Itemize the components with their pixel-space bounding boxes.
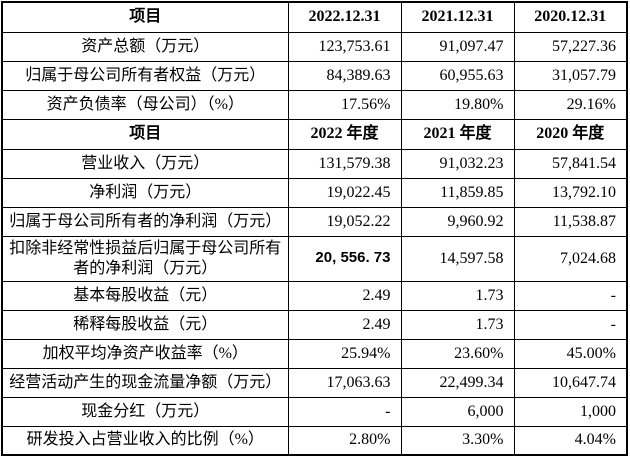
row-label: 资产总额（万元）	[1, 31, 289, 62]
value-cell: 22,499.34	[400, 367, 515, 398]
header-col-2020-12-31: 2020.12.31	[513, 1, 628, 33]
row-label: 净利润（万元）	[1, 177, 289, 208]
value-cell: 13,792.10	[513, 177, 628, 208]
header-col-2021-year: 2021 年度	[400, 118, 515, 150]
value-cell: 91,097.47	[400, 31, 515, 62]
value-cell: 25.94%	[287, 338, 402, 369]
header-col-2021-12-31: 2021.12.31	[400, 1, 515, 33]
value-cell: 6,000	[400, 396, 515, 427]
table-row-revenue: 营业收入（万元） 131,579.38 91,032.23 57,841.54	[1, 148, 628, 179]
value-cell: 57,227.36	[513, 31, 628, 62]
row-label: 经营活动产生的现金流量净额（万元）	[1, 367, 289, 398]
value-cell: 2.49	[287, 309, 402, 340]
value-cell: 45.00%	[513, 338, 628, 369]
value-cell: 1.73	[400, 309, 515, 340]
table-row-basic-eps: 基本每股收益（元） 2.49 1.73 -	[1, 280, 628, 311]
value-cell: -	[287, 396, 402, 427]
value-cell: 1.73	[400, 280, 515, 311]
value-cell: 60,955.63	[400, 60, 515, 91]
value-cell: 3.30%	[400, 425, 515, 456]
value-cell: -	[513, 280, 628, 311]
value-cell: 1,000	[513, 396, 628, 427]
value-cell: 11,538.87	[513, 206, 628, 237]
value-cell: 19,022.45	[287, 177, 402, 208]
table-row-total-assets: 资产总额（万元） 123,753.61 91,097.47 57,227.36	[1, 31, 628, 62]
value-cell: 31,057.79	[513, 60, 628, 91]
row-label: 归属于母公司所有者的净利润（万元）	[1, 206, 289, 237]
header-col-2020-year: 2020 年度	[513, 118, 628, 150]
table-row-debt-ratio: 资产负债率（母公司）（%） 17.56% 19.80% 29.16%	[1, 89, 628, 120]
table-row-parent-net-profit: 归属于母公司所有者的净利润（万元） 19,052.22 9,960.92 11,…	[1, 206, 628, 237]
value-cell: 91,032.23	[400, 148, 515, 179]
table-row-deducted-net-profit: 扣除非经常性损益后归属于母公司所有者的净利润（万元） 20, 556. 73 1…	[1, 235, 628, 282]
value-cell: 14,597.58	[400, 235, 515, 282]
value-cell: 23.60%	[400, 338, 515, 369]
value-cell: 2.80%	[287, 425, 402, 456]
row-label: 稀释每股收益（元）	[1, 309, 289, 340]
row-label: 现金分红（万元）	[1, 396, 289, 427]
value-cell: 19.80%	[400, 89, 515, 120]
header-item-label: 项目	[1, 1, 289, 33]
value-cell: 17,063.63	[287, 367, 402, 398]
value-cell: 131,579.38	[287, 148, 402, 179]
table-row-parent-equity: 归属于母公司所有者权益（万元） 84,389.63 60,955.63 31,0…	[1, 60, 628, 91]
table-row-cash-dividend: 现金分红（万元） - 6,000 1,000	[1, 396, 628, 427]
row-label: 资产负债率（母公司）（%）	[1, 89, 289, 120]
table-header-row-balance: 项目 2022.12.31 2021.12.31 2020.12.31	[1, 1, 628, 33]
table-header-row-income: 项目 2022 年度 2021 年度 2020 年度	[1, 118, 628, 150]
header-item-label: 项目	[1, 118, 289, 150]
value-cell: 7,024.68	[513, 235, 628, 282]
header-col-2022-year: 2022 年度	[287, 118, 402, 150]
table-row-rd-ratio: 研发投入占营业收入的比例（%） 2.80% 3.30% 4.04%	[1, 425, 628, 456]
row-label: 基本每股收益（元）	[1, 280, 289, 311]
value-cell: 29.16%	[513, 89, 628, 120]
row-label: 加权平均净资产收益率（%）	[1, 338, 289, 369]
value-cell: 2.49	[287, 280, 402, 311]
table-row-weighted-roe: 加权平均净资产收益率（%） 25.94% 23.60% 45.00%	[1, 338, 628, 369]
table-row-diluted-eps: 稀释每股收益（元） 2.49 1.73 -	[1, 309, 628, 340]
value-cell: 17.56%	[287, 89, 402, 120]
value-cell: -	[513, 309, 628, 340]
row-label: 归属于母公司所有者权益（万元）	[1, 60, 289, 91]
value-cell: 9,960.92	[400, 206, 515, 237]
value-cell: 84,389.63	[287, 60, 402, 91]
row-label: 研发投入占营业收入的比例（%）	[1, 425, 289, 456]
row-label: 营业收入（万元）	[1, 148, 289, 179]
table-row-net-profit: 净利润（万元） 19,022.45 11,859.85 13,792.10	[1, 177, 628, 208]
value-cell-highlighted: 20, 556. 73	[287, 235, 402, 282]
table-row-operating-cash-flow: 经营活动产生的现金流量净额（万元） 17,063.63 22,499.34 10…	[1, 367, 628, 398]
value-cell: 123,753.61	[287, 31, 402, 62]
financial-summary-table: 项目 2022.12.31 2021.12.31 2020.12.31 资产总额…	[1, 1, 628, 456]
value-cell: 57,841.54	[513, 148, 628, 179]
value-cell: 10,647.74	[513, 367, 628, 398]
value-cell: 4.04%	[513, 425, 628, 456]
header-col-2022-12-31: 2022.12.31	[287, 1, 402, 33]
value-cell: 11,859.85	[400, 177, 515, 208]
value-cell: 19,052.22	[287, 206, 402, 237]
row-label: 扣除非经常性损益后归属于母公司所有者的净利润（万元）	[1, 235, 289, 282]
